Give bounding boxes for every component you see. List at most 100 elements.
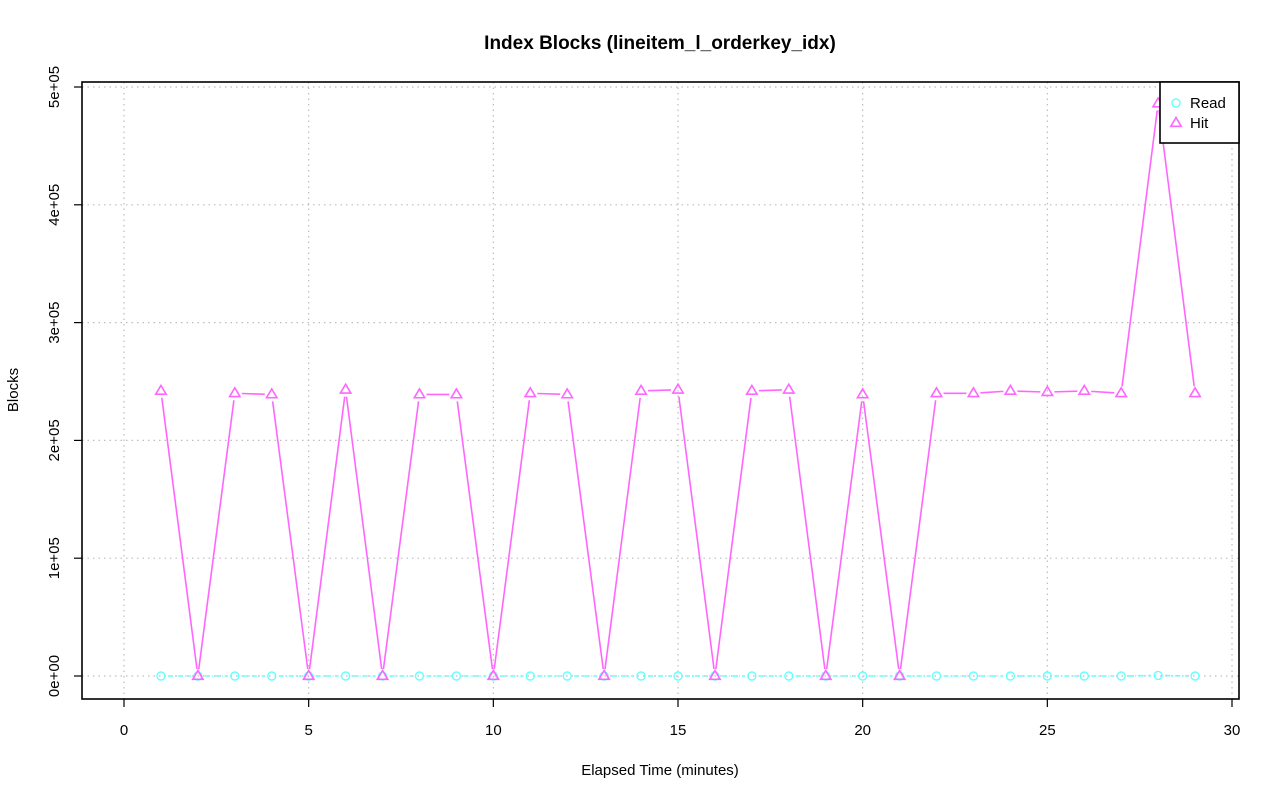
series-read-point <box>1153 670 1163 681</box>
series-hit-segment <box>493 400 531 670</box>
series-hit-point <box>1114 386 1128 398</box>
series-hit-segment <box>456 401 494 670</box>
series-read-point <box>414 671 425 681</box>
legend-box <box>1159 81 1240 144</box>
x-axis-label: Elapsed Time (minutes) <box>581 762 739 779</box>
y-tick-label: 5e+05 <box>46 66 63 108</box>
series-hit-point <box>782 382 796 394</box>
series-read-point <box>525 671 535 681</box>
series-hit-segment <box>197 400 235 670</box>
series-hit-segment <box>241 392 265 396</box>
series-hit-segment <box>1054 390 1078 393</box>
series-hit-point <box>412 387 427 399</box>
series-hit-point <box>597 668 611 681</box>
series-hit-point <box>745 383 759 396</box>
series-layer <box>154 96 1202 681</box>
series-read-point <box>1005 671 1016 681</box>
series-hit-point <box>523 386 537 398</box>
series-hit-segment <box>567 401 605 670</box>
x-tick-label: 15 <box>670 722 687 739</box>
series-hit-segment <box>715 397 752 670</box>
series-hit-segment <box>899 400 937 670</box>
series-hit-point <box>892 668 907 681</box>
series-hit-segment <box>1158 110 1195 387</box>
x-tick-label: 30 <box>1224 722 1241 739</box>
chart-title: Index Blocks (lineitem_l_orderkey_idx) <box>484 33 836 54</box>
series-hit-segment <box>1091 390 1115 394</box>
series-hit-point <box>449 387 464 399</box>
legend-read-marker <box>1171 98 1181 108</box>
series-hit-point <box>708 668 722 681</box>
x-tick-label: 5 <box>304 722 312 739</box>
legend-read-label: Read <box>1190 95 1226 112</box>
series-read-point <box>1079 671 1089 681</box>
series-hit-segment <box>648 389 672 392</box>
series-hit-segment <box>758 389 782 392</box>
series-hit-point <box>819 668 833 681</box>
y-tick-label: 2e+05 <box>46 419 63 461</box>
y-axis-label: Blocks <box>5 368 22 412</box>
series-read-point <box>784 671 794 681</box>
series-read-point <box>968 671 979 681</box>
grid <box>82 82 1239 699</box>
series-read-point <box>1042 671 1053 681</box>
legend-hit-marker <box>1169 115 1183 128</box>
series-hit-segment <box>308 396 346 670</box>
series-read-point <box>857 671 868 681</box>
series-read-point <box>230 671 240 681</box>
series-hit <box>154 96 1202 681</box>
series-read <box>156 670 1200 681</box>
y-tick-label: 1e+05 <box>46 537 63 579</box>
series-hit-segment <box>537 392 561 396</box>
y-tick-label: 3e+05 <box>46 302 63 344</box>
series-hit-point <box>856 387 870 399</box>
series-hit-point <box>191 668 205 681</box>
series-hit-segment <box>1121 110 1159 387</box>
series-hit-point <box>375 668 390 681</box>
series-read-point <box>673 671 683 681</box>
series-hit-point <box>929 386 944 398</box>
series-hit-segment <box>678 396 715 670</box>
series-hit-point <box>302 668 316 681</box>
series-read-point <box>451 671 462 681</box>
series-read-point <box>340 671 351 681</box>
series-hit-point <box>1003 383 1018 396</box>
series-read-point <box>1190 671 1200 681</box>
series-hit-point <box>1188 386 1202 398</box>
series-hit-point <box>966 386 981 398</box>
x-tick-label: 0 <box>120 722 128 739</box>
y-tick-label: 4e+05 <box>46 184 63 226</box>
series-hit-point <box>486 668 500 681</box>
x-tick-label: 20 <box>854 722 871 739</box>
series-hit-segment <box>382 401 420 670</box>
series-read-point <box>747 671 757 681</box>
series-hit-point <box>1077 383 1091 396</box>
series-read-point <box>156 671 166 681</box>
y-axis: 0e+00 1e+05 2e+05 3e+05 4e+05 5e+05 <box>46 66 82 697</box>
series-hit-point <box>634 383 648 396</box>
x-axis: 0 5 10 15 20 25 30 <box>120 699 1241 739</box>
series-hit-point <box>560 387 574 399</box>
y-tick-label: 0e+00 <box>46 655 63 697</box>
series-read-point <box>636 671 646 681</box>
series-hit-point <box>228 386 242 398</box>
plot-frame <box>81 81 1240 700</box>
x-tick-label: 10 <box>485 722 502 739</box>
series-read-point <box>1116 671 1126 681</box>
series-hit-point <box>671 382 685 394</box>
series-hit-point <box>338 382 353 394</box>
series-hit-point <box>1040 385 1054 397</box>
legend-hit-label: Hit <box>1190 115 1209 132</box>
series-hit-segment <box>980 390 1004 394</box>
series-hit-segment <box>825 401 863 670</box>
series-read-point <box>562 671 572 681</box>
series-hit-point <box>265 387 279 399</box>
legend: Read Hit <box>1159 81 1240 144</box>
series-hit-segment <box>345 396 383 670</box>
x-tick-label: 25 <box>1039 722 1056 739</box>
series-hit-segment <box>271 401 309 670</box>
series-hit-segment <box>161 397 198 670</box>
series-hit-point <box>154 383 168 396</box>
legend-entries: Read Hit <box>1169 95 1226 132</box>
